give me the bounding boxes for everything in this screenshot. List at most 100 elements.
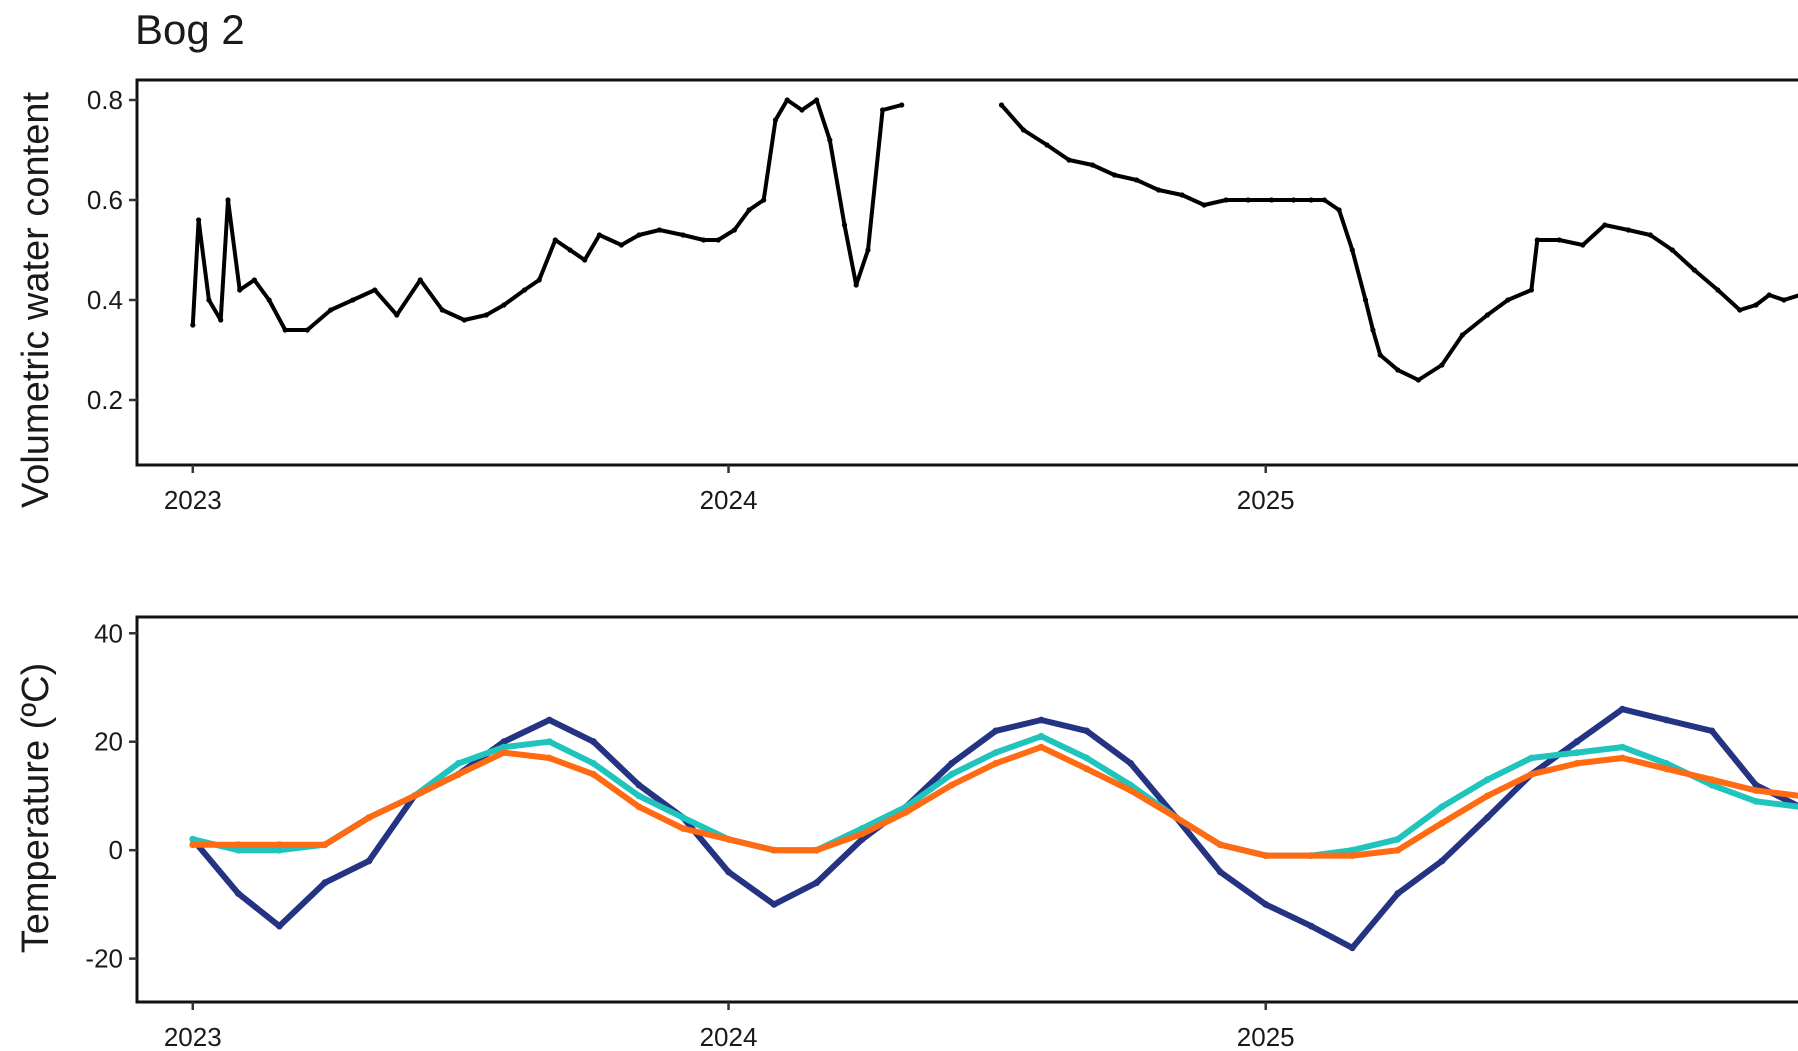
data-point bbox=[1037, 732, 1045, 740]
y-tick-label: 0 bbox=[109, 835, 123, 865]
data-point bbox=[1037, 716, 1045, 724]
data-point bbox=[1752, 787, 1760, 794]
data-point bbox=[1394, 846, 1402, 854]
x-tick-label: 2025 bbox=[1237, 1022, 1295, 1051]
data-point bbox=[1066, 157, 1072, 163]
data-point bbox=[500, 738, 508, 746]
data-point bbox=[1111, 172, 1118, 178]
data-point bbox=[1201, 202, 1207, 208]
data-point bbox=[746, 207, 752, 213]
data-point bbox=[1127, 760, 1135, 767]
data-point bbox=[1394, 835, 1402, 843]
data-point bbox=[1245, 197, 1251, 203]
data-point bbox=[1348, 852, 1356, 859]
data-point bbox=[1484, 814, 1491, 821]
water-content-series bbox=[190, 97, 1798, 383]
y-tick-label: 20 bbox=[94, 727, 123, 757]
y-tick-label: 0.2 bbox=[87, 385, 123, 415]
data-point bbox=[1348, 846, 1356, 854]
data-point bbox=[618, 242, 625, 248]
data-point bbox=[635, 792, 643, 800]
data-point bbox=[417, 277, 423, 283]
data-point bbox=[1619, 754, 1626, 762]
data-point bbox=[582, 257, 588, 263]
data-point bbox=[998, 102, 1005, 108]
data-point bbox=[1348, 944, 1356, 952]
data-point bbox=[1752, 798, 1760, 805]
data-point bbox=[1179, 192, 1185, 198]
data-point bbox=[1083, 754, 1091, 762]
data-point bbox=[1534, 237, 1540, 243]
data-point bbox=[276, 922, 283, 930]
data-point bbox=[1528, 770, 1535, 778]
data-point bbox=[321, 841, 329, 849]
data-point bbox=[1753, 302, 1759, 308]
data-point bbox=[1602, 222, 1608, 228]
data-point bbox=[1691, 267, 1697, 273]
data-point bbox=[1438, 819, 1446, 827]
data-point bbox=[880, 107, 886, 113]
data-point bbox=[282, 327, 288, 333]
series-0 bbox=[190, 97, 1798, 383]
data-point bbox=[1459, 332, 1465, 338]
data-point bbox=[1394, 890, 1402, 897]
data-point bbox=[189, 841, 197, 849]
data-point bbox=[546, 716, 553, 724]
data-point bbox=[813, 879, 820, 887]
data-point bbox=[596, 232, 603, 238]
data-point bbox=[234, 846, 242, 854]
data-point bbox=[1308, 197, 1314, 203]
data-point bbox=[948, 781, 955, 789]
data-point bbox=[725, 835, 732, 843]
data-point bbox=[1089, 162, 1096, 168]
data-point bbox=[304, 327, 310, 333]
data-point bbox=[567, 247, 573, 253]
data-point bbox=[948, 760, 955, 767]
data-point bbox=[225, 197, 231, 203]
y-ticks-water: 0.2 0.4 0.6 0.8 bbox=[87, 85, 137, 415]
data-point bbox=[715, 237, 721, 243]
data-point bbox=[1223, 197, 1229, 203]
data-point bbox=[761, 197, 767, 203]
data-point bbox=[1037, 743, 1045, 751]
data-point bbox=[1573, 738, 1581, 746]
data-point bbox=[590, 760, 597, 767]
data-point bbox=[218, 317, 224, 323]
data-point bbox=[590, 770, 597, 778]
data-point bbox=[701, 237, 707, 243]
data-point bbox=[799, 107, 805, 113]
data-point bbox=[1020, 127, 1027, 133]
data-point bbox=[394, 312, 400, 318]
data-point bbox=[1752, 781, 1760, 789]
data-point bbox=[992, 760, 1000, 767]
temperature-series bbox=[189, 705, 1798, 952]
data-point bbox=[865, 247, 871, 253]
data-point bbox=[827, 137, 833, 143]
x-ticks-temperature: 2023 2024 2025 bbox=[164, 1002, 1295, 1051]
x-tick-label: 2024 bbox=[700, 485, 758, 515]
data-point bbox=[1438, 857, 1446, 865]
series-line-0 bbox=[189, 706, 1798, 951]
plot-frame-temperature bbox=[135, 615, 1798, 1004]
y-tick-label: 0.4 bbox=[87, 285, 123, 315]
data-point bbox=[276, 841, 283, 849]
data-point bbox=[858, 830, 866, 838]
data-point bbox=[1044, 142, 1050, 148]
data-point bbox=[1134, 177, 1140, 183]
data-point bbox=[770, 901, 778, 908]
data-point bbox=[251, 277, 257, 283]
data-point bbox=[948, 770, 955, 778]
data-point bbox=[461, 317, 467, 323]
data-point bbox=[1269, 197, 1275, 203]
data-point bbox=[1438, 803, 1446, 811]
x-tick-label: 2024 bbox=[700, 1022, 758, 1051]
data-point bbox=[590, 738, 597, 746]
series-2 bbox=[189, 743, 1798, 859]
data-point bbox=[1766, 292, 1772, 298]
data-point bbox=[372, 287, 378, 293]
data-point bbox=[1484, 792, 1491, 800]
data-point bbox=[455, 770, 462, 778]
data-point bbox=[1439, 362, 1445, 368]
data-point bbox=[1580, 242, 1586, 248]
data-point bbox=[1349, 247, 1355, 253]
